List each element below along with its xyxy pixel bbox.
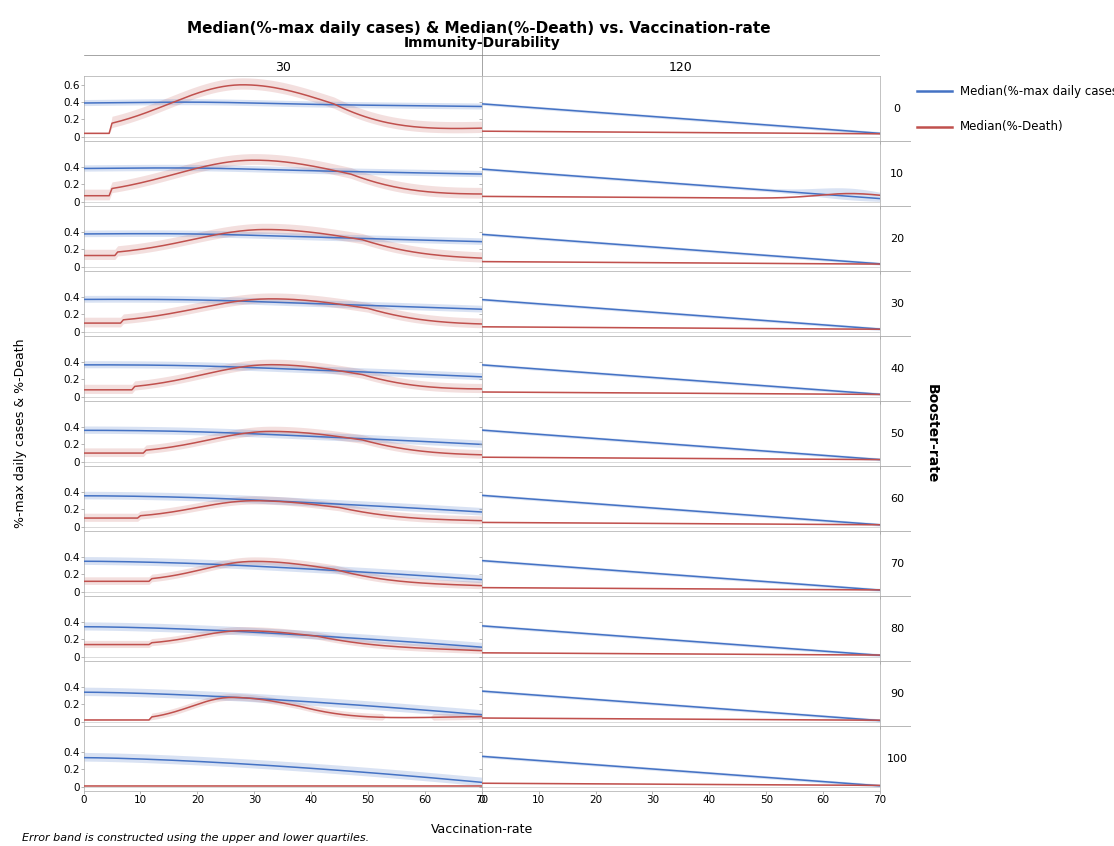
Text: 60: 60 bbox=[890, 493, 905, 503]
Text: Immunity-Durability: Immunity-Durability bbox=[403, 36, 560, 50]
Text: 70: 70 bbox=[890, 558, 905, 569]
Text: Vaccination-rate: Vaccination-rate bbox=[431, 823, 532, 836]
Text: Median(%-max daily cases) & Median(%-Death) vs. Vaccination-rate: Median(%-max daily cases) & Median(%-Dea… bbox=[187, 21, 771, 36]
Text: 30: 30 bbox=[275, 61, 291, 74]
Text: 120: 120 bbox=[670, 61, 693, 74]
Text: Median(%-Death): Median(%-Death) bbox=[959, 120, 1064, 134]
Text: 10: 10 bbox=[890, 168, 905, 179]
Text: Error band is constructed using the upper and lower quartiles.: Error band is constructed using the uppe… bbox=[22, 833, 370, 843]
Text: 50: 50 bbox=[890, 429, 905, 438]
Text: Booster-rate: Booster-rate bbox=[925, 384, 938, 483]
Text: 40: 40 bbox=[890, 364, 905, 374]
Text: 100: 100 bbox=[887, 754, 908, 764]
Text: 90: 90 bbox=[890, 689, 905, 699]
Text: %-max daily cases & %-Death: %-max daily cases & %-Death bbox=[13, 339, 27, 528]
Text: 0: 0 bbox=[893, 103, 901, 113]
Text: 20: 20 bbox=[890, 233, 905, 244]
Text: Median(%-max daily cases): Median(%-max daily cases) bbox=[959, 85, 1114, 98]
Text: 80: 80 bbox=[890, 624, 905, 634]
Text: 30: 30 bbox=[890, 299, 905, 309]
